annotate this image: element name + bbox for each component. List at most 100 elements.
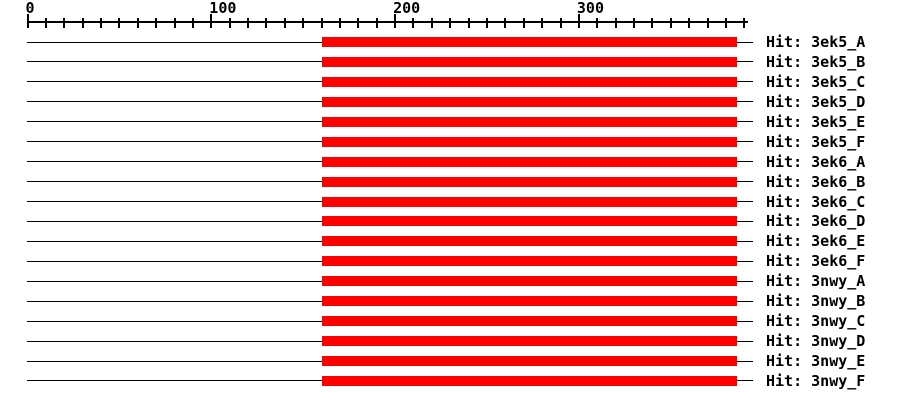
axis-minor-tick xyxy=(265,18,268,28)
hit-row: Hit: 3nwy_B xyxy=(0,291,900,311)
hit-row: Hit: 3nwy_F xyxy=(0,371,900,391)
hit-label: Hit: 3ek6_D xyxy=(766,212,866,231)
hit-row: Hit: 3ek6_A xyxy=(0,152,900,172)
hit-span-bar xyxy=(321,375,737,386)
hit-row: Hit: 3ek5_C xyxy=(0,72,900,92)
query-line-left xyxy=(27,101,322,103)
axis-minor-tick xyxy=(228,18,231,28)
axis-minor-tick xyxy=(412,18,415,28)
axis-minor-tick xyxy=(486,18,488,28)
query-line-right xyxy=(736,320,754,322)
hit-label: Hit: 3ek6_E xyxy=(766,232,866,251)
query-line-left xyxy=(27,220,322,222)
query-line-left xyxy=(27,41,322,43)
axis-minor-tick xyxy=(302,18,305,28)
axis-minor-tick xyxy=(541,18,544,28)
query-line-left xyxy=(27,201,322,203)
query-line-left xyxy=(27,280,322,282)
hit-label: Hit: 3ek6_C xyxy=(766,192,866,211)
query-line-right xyxy=(736,201,754,203)
hit-label: Hit: 3ek5_D xyxy=(766,92,866,111)
hit-label: Hit: 3nwy_D xyxy=(766,332,866,351)
hit-span-bar xyxy=(321,216,737,227)
query-line-right xyxy=(736,380,754,382)
hit-row: Hit: 3nwy_E xyxy=(0,351,900,371)
query-line-left xyxy=(27,61,322,63)
hit-row: Hit: 3ek6_E xyxy=(0,231,900,251)
axis-tick-label: 200 xyxy=(393,0,421,17)
hit-span-bar xyxy=(321,116,737,127)
query-line-left xyxy=(27,81,322,83)
hit-label: Hit: 3ek6_B xyxy=(766,172,866,191)
axis-minor-tick xyxy=(357,18,360,28)
query-line-left xyxy=(27,240,322,242)
axis-minor-tick xyxy=(191,18,194,28)
query-line-right xyxy=(736,41,754,43)
query-line-right xyxy=(736,161,754,163)
axis-minor-tick xyxy=(467,18,470,28)
axis-line xyxy=(27,21,749,23)
hit-span-bar xyxy=(321,56,737,67)
hit-row: Hit: 3ek5_A xyxy=(0,32,900,52)
axis-minor-tick xyxy=(596,18,599,28)
axis-minor-tick xyxy=(688,18,691,28)
query-line-right xyxy=(736,121,754,123)
axis-minor-tick xyxy=(651,18,654,28)
axis-minor-tick xyxy=(669,18,672,28)
axis-minor-tick xyxy=(633,18,636,28)
axis-minor-tick xyxy=(136,18,139,28)
query-line-left xyxy=(27,360,322,362)
hit-label: Hit: 3nwy_C xyxy=(766,312,866,331)
query-line-right xyxy=(736,300,754,302)
query-line-right xyxy=(736,181,754,183)
axis-minor-tick xyxy=(743,18,746,28)
axis-major-tick xyxy=(394,14,397,28)
axis-minor-tick xyxy=(614,18,617,28)
axis-major-tick xyxy=(26,14,29,28)
axis-tick-label: 0 xyxy=(25,0,35,17)
hit-row: Hit: 3ek6_D xyxy=(0,211,900,231)
query-line-right xyxy=(736,260,754,262)
query-line-left xyxy=(27,300,322,302)
hit-span-bar xyxy=(321,336,737,347)
hit-row: Hit: 3ek5_E xyxy=(0,112,900,132)
axis-minor-tick xyxy=(522,18,525,28)
query-line-right xyxy=(736,340,754,342)
hit-row: Hit: 3ek5_B xyxy=(0,52,900,72)
hit-label: Hit: 3nwy_F xyxy=(766,371,866,390)
hit-span-bar xyxy=(321,256,737,267)
axis-major-tick xyxy=(210,14,213,28)
hit-row: Hit: 3ek5_F xyxy=(0,132,900,152)
query-line-left xyxy=(27,141,322,143)
hit-label: Hit: 3ek5_A xyxy=(766,33,866,51)
axis-minor-tick xyxy=(449,18,452,28)
axis-minor-tick xyxy=(81,18,84,28)
query-line-left xyxy=(27,340,322,342)
hit-span-bar xyxy=(321,156,737,167)
hit-span-bar xyxy=(321,76,737,87)
hit-row: Hit: 3nwy_A xyxy=(0,271,900,291)
hit-span-bar xyxy=(321,96,737,107)
axis-minor-tick xyxy=(100,18,103,28)
query-line-left xyxy=(27,181,322,183)
query-line-left xyxy=(27,161,322,163)
hit-span-bar xyxy=(321,176,737,187)
hit-span-bar xyxy=(321,196,737,207)
axis-minor-tick xyxy=(283,18,286,28)
query-line-left xyxy=(27,380,322,382)
hit-label: Hit: 3ek6_F xyxy=(766,252,866,271)
axis-minor-tick xyxy=(338,18,341,28)
axis-minor-tick xyxy=(559,18,562,28)
axis-minor-tick xyxy=(63,18,66,28)
hit-label: Hit: 3ek5_C xyxy=(766,72,866,91)
query-line-left xyxy=(27,121,322,123)
hit-label: Hit: 3ek6_A xyxy=(766,152,866,171)
hit-span-bar xyxy=(321,37,737,47)
axis-minor-tick xyxy=(724,18,727,28)
axis-minor-tick xyxy=(247,18,250,28)
hit-row: Hit: 3nwy_D xyxy=(0,331,900,351)
query-line-left xyxy=(27,260,322,262)
axis-minor-tick xyxy=(118,18,121,28)
hit-span-bar xyxy=(321,296,737,307)
